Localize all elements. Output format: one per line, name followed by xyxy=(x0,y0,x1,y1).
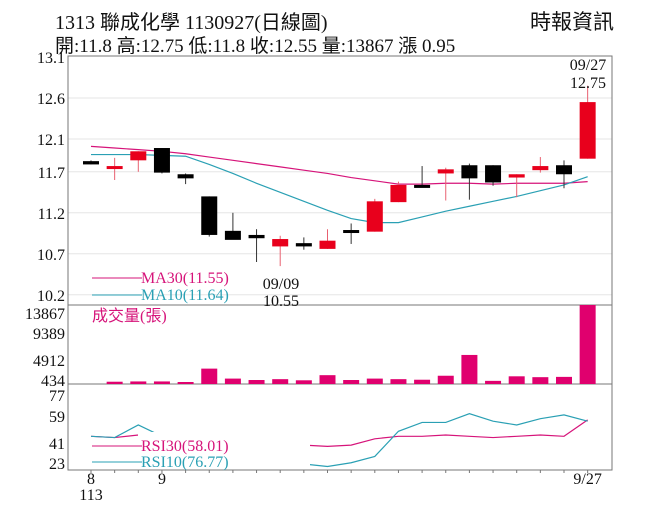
chart-title: 1313 聯成化學 1130927(日線圖) xyxy=(55,12,328,34)
price-tick-label: 11.2 xyxy=(38,206,65,223)
candle-body xyxy=(508,174,525,178)
ma30-legend: MA30(11.55) xyxy=(141,270,229,287)
ma10-legend: MA10(11.64) xyxy=(141,287,229,304)
price-tick-label: 10.7 xyxy=(37,247,65,264)
rsi-tick-label: 41 xyxy=(49,436,65,453)
candle-body xyxy=(248,234,265,239)
volume-bar xyxy=(343,380,360,384)
candle-body xyxy=(556,165,572,175)
volume-bar xyxy=(556,376,572,384)
volume-title: 成交量(張) xyxy=(92,307,167,325)
volume-bar xyxy=(437,375,454,384)
high-date-label: 09/27 xyxy=(570,57,606,74)
volume-bar xyxy=(224,378,241,384)
candle-body xyxy=(579,102,596,159)
price-tick-label: 13.1 xyxy=(37,50,65,67)
high-value-label: 12.75 xyxy=(570,75,606,92)
candle-body xyxy=(414,184,431,188)
low-date-label: 09/09 xyxy=(263,276,299,293)
candle-body xyxy=(130,151,147,161)
candle-body xyxy=(461,165,478,179)
volume-tick-label: 4912 xyxy=(33,353,65,370)
volume-tick-label: 9389 xyxy=(33,326,65,343)
rsi30-legend: RSI30(58.01) xyxy=(141,438,229,455)
volume-bar xyxy=(366,378,383,384)
ma10-line xyxy=(91,153,588,224)
rsi10-legend: RSI10(76.77) xyxy=(141,454,229,471)
volume-bar xyxy=(319,375,336,384)
candle-body xyxy=(177,174,194,179)
rsi-panel-frame xyxy=(67,383,613,471)
candle-body xyxy=(153,148,170,173)
candle-body xyxy=(437,169,454,174)
ma30-line xyxy=(90,145,588,185)
price-tick-label: 11.7 xyxy=(38,165,65,182)
low-value-label: 10.55 xyxy=(263,293,299,310)
volume-bar xyxy=(248,380,265,384)
volume-bar xyxy=(390,379,407,384)
volume-bar xyxy=(508,376,525,384)
candle-body xyxy=(201,196,218,235)
volume-bar xyxy=(461,354,478,384)
x-axis-label: 8 xyxy=(87,471,95,488)
volume-bar xyxy=(272,379,289,384)
brand-label: 時報資訊 xyxy=(530,10,614,34)
x-axis-label: 113 xyxy=(79,487,102,504)
candle-body xyxy=(272,239,289,247)
volume-bar xyxy=(201,368,218,384)
price-panel-frame xyxy=(67,55,613,306)
volume-bar xyxy=(153,381,170,384)
candle-body xyxy=(390,184,407,203)
price-tick-label: 12.6 xyxy=(37,91,65,108)
volume-bar xyxy=(532,377,549,384)
candle-body xyxy=(532,166,549,171)
volume-bar xyxy=(130,381,147,384)
volume-bar xyxy=(414,379,431,384)
volume-bar xyxy=(579,305,596,384)
candle-body xyxy=(224,230,241,240)
x-axis-label: 9 xyxy=(158,471,166,488)
candle-body xyxy=(319,240,336,249)
volume-bar xyxy=(106,381,123,384)
price-tick-label: 12.1 xyxy=(37,132,65,149)
rsi-tick-label: 59 xyxy=(49,409,65,426)
volume-bar xyxy=(485,380,502,384)
candle-body xyxy=(343,230,360,234)
candle-body xyxy=(485,165,502,183)
price-tick-label: 10.2 xyxy=(37,288,65,305)
volume-tick-label: 434 xyxy=(41,373,65,390)
rsi-tick-label: 77 xyxy=(49,388,65,405)
ohlc-summary: 開:11.8 高:12.75 低:11.8 收:12.55 量:13867 漲 … xyxy=(55,36,456,57)
volume-tick-label: 13867 xyxy=(25,306,65,323)
volume-bar xyxy=(177,382,194,384)
volume-bar xyxy=(295,380,312,384)
x-axis-label: 9/27 xyxy=(573,471,601,488)
rsi-legend-bg xyxy=(138,432,310,468)
candle-body xyxy=(106,166,123,170)
candle-body xyxy=(83,161,99,165)
candle-body xyxy=(295,243,312,247)
candle-body xyxy=(366,201,383,232)
rsi-tick-label: 23 xyxy=(49,456,65,473)
